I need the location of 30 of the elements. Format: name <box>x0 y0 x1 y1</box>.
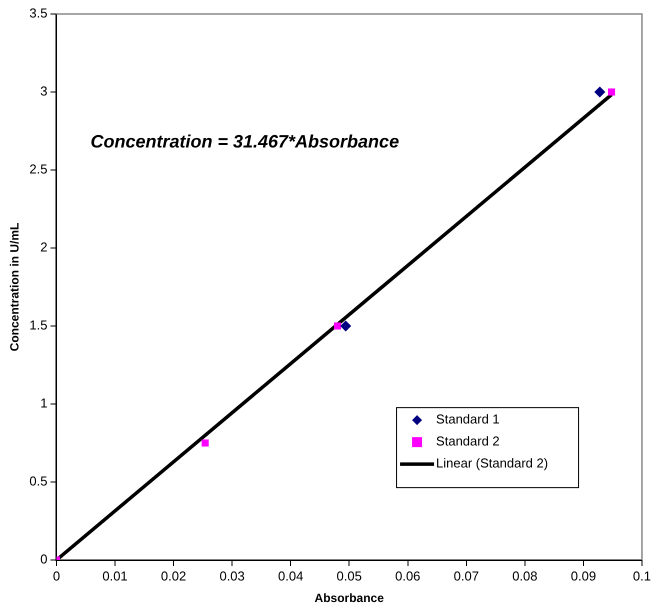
x-tick-label: 0.03 <box>219 568 245 584</box>
y-tick-label: 3.5 <box>29 6 48 21</box>
x-tick-label: 0.06 <box>395 568 420 584</box>
point <box>334 322 342 330</box>
point <box>608 88 616 96</box>
x-tick-label: 0.01 <box>102 568 128 584</box>
point <box>594 86 606 98</box>
y-tick-label: 1.5 <box>29 318 48 333</box>
x-tick-label: 0.09 <box>570 568 596 584</box>
point <box>202 439 209 447</box>
x-tick-label: 0.1 <box>632 568 652 584</box>
x-axis-title: Absorbance <box>314 591 384 606</box>
y-tick-label: 2 <box>40 240 48 255</box>
x-tick-label: 0.05 <box>336 568 362 584</box>
y-tick-label: 2.5 <box>29 162 48 177</box>
legend-label: Standard 2 <box>436 434 500 449</box>
legend-label: Standard 1 <box>436 412 500 427</box>
x-tick-label: 0.07 <box>454 568 479 584</box>
y-tick-label: 3 <box>40 84 48 99</box>
y-axis-title: Concentration in U/mL <box>8 222 22 352</box>
x-tick-label: 0.08 <box>512 568 538 584</box>
y-tick-label: 0 <box>40 552 48 567</box>
legend-label: Linear (Standard 2) <box>436 456 548 471</box>
x-tick-label: 0.04 <box>278 568 304 584</box>
y-tick-label: 0.5 <box>29 474 48 489</box>
x-tick-label: 0 <box>52 568 60 584</box>
annotation: Concentration = 31.467*Absorbance <box>90 131 400 152</box>
y-tick-label: 1 <box>40 396 48 411</box>
x-tick-label: 0.02 <box>160 568 186 584</box>
point <box>340 320 352 332</box>
